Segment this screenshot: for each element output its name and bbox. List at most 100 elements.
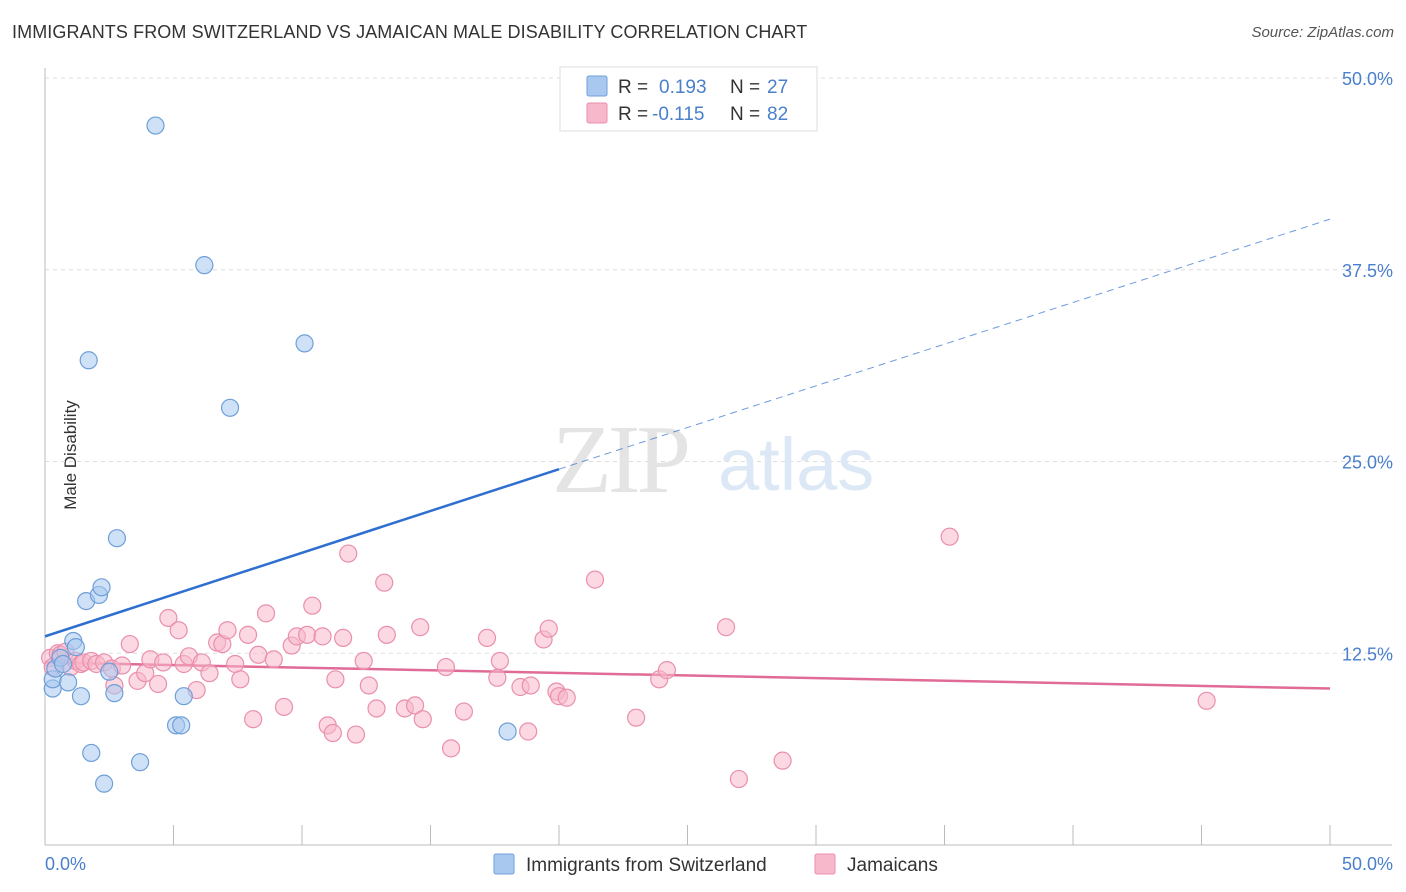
watermark-atlas: atlas [718, 423, 874, 506]
point-switzerland [95, 774, 114, 793]
point-jamaicans [521, 676, 540, 695]
point-jamaicans [454, 702, 474, 721]
y-tick-label: 37.5% [1342, 261, 1393, 281]
legend-n-label: N = [730, 104, 760, 125]
point-jamaicans [488, 668, 507, 687]
trend-line-switzerland-projection [558, 218, 1331, 470]
chart-title: IMMIGRANTS FROM SWITZERLAND VS JAMAICAN … [12, 22, 808, 42]
point-jamaicans [238, 625, 258, 644]
point-switzerland [295, 334, 314, 353]
point-jamaicans [148, 674, 168, 694]
point-jamaicans [585, 570, 605, 589]
point-jamaicans [339, 544, 358, 563]
legend-r-value: 0.193 [659, 77, 707, 98]
watermark-zip: ZIP [552, 406, 687, 514]
point-jamaicans [313, 627, 332, 646]
tick-labels: 12.5% 25.0% 37.5% 50.0% 0.0% 50.0% [45, 69, 1393, 874]
grid-lines [45, 77, 1392, 654]
point-switzerland [92, 578, 111, 597]
point-switzerland [107, 529, 127, 548]
bottom-legend: Immigrants from Switzerland Jamaicans [493, 853, 938, 876]
y-tick-label: 25.0% [1342, 453, 1393, 473]
point-jamaicans [773, 751, 792, 770]
x-tick-label: 50.0% [1342, 854, 1393, 874]
point-jamaicans [244, 710, 263, 729]
point-jamaicans [334, 628, 353, 648]
point-jamaicans [377, 625, 396, 644]
x-tick-label: 0.0% [45, 854, 86, 874]
legend-swatch-blue [586, 75, 608, 97]
point-jamaicans [441, 739, 461, 758]
point-switzerland [195, 256, 214, 275]
point-jamaicans [657, 661, 677, 680]
legend-swatch-pink [586, 102, 608, 124]
trend-lines [44, 218, 1331, 690]
point-jamaicans [154, 653, 173, 672]
point-switzerland [82, 743, 101, 763]
point-switzerland [71, 687, 91, 706]
point-jamaicans [940, 527, 959, 546]
point-jamaicans [274, 697, 294, 717]
point-jamaicans [729, 769, 749, 789]
point-jamaicans [436, 657, 456, 677]
bottom-legend-swatch-pink [814, 853, 836, 875]
point-jamaicans [298, 625, 317, 644]
legend-r-value: -0.115 [652, 104, 704, 125]
legend-n-value: 82 [767, 104, 788, 125]
bottom-legend-label-switzerland: Immigrants from Switzerland [526, 855, 767, 876]
point-jamaicans [326, 670, 345, 689]
point-switzerland [53, 654, 73, 674]
y-tick-label: 50.0% [1342, 69, 1393, 89]
legend-n-label: N = [730, 77, 760, 98]
point-switzerland [172, 716, 191, 735]
point-switzerland [220, 398, 240, 417]
point-jamaicans [346, 725, 366, 744]
point-jamaicans [539, 619, 558, 638]
point-switzerland [146, 116, 165, 135]
bottom-legend-label-jamaicans: Jamaicans [847, 855, 938, 876]
point-jamaicans [490, 651, 509, 671]
point-switzerland [130, 753, 150, 772]
point-jamaicans [226, 654, 245, 674]
trend-line-jamaicans [44, 661, 1331, 690]
point-jamaicans [1197, 691, 1216, 710]
point-jamaicans [231, 670, 250, 689]
point-jamaicans [323, 723, 342, 743]
point-jamaicans [413, 710, 432, 729]
point-jamaicans [716, 618, 736, 637]
point-switzerland [498, 722, 517, 741]
data-points [41, 116, 1216, 793]
legend-n-value: 27 [767, 77, 788, 98]
watermark: ZIP atlas [552, 406, 874, 514]
point-jamaicans [159, 608, 178, 628]
point-jamaicans [354, 651, 373, 671]
point-switzerland [66, 638, 85, 657]
trend-line-switzerland [44, 467, 560, 638]
source-label: Source: ZipAtlas.com [1251, 24, 1394, 41]
point-jamaicans [256, 604, 276, 623]
point-jamaicans [359, 676, 378, 695]
legend-box: R = 0.193 N = 27 R = -0.115 N = 82 [559, 66, 818, 132]
legend-r-label: R = [618, 77, 648, 98]
point-switzerland [79, 351, 98, 370]
point-jamaicans [411, 618, 430, 637]
axes [44, 68, 1392, 846]
point-jamaicans [249, 645, 268, 664]
point-jamaicans [375, 573, 394, 592]
point-jamaicans [264, 650, 283, 669]
point-jamaicans [626, 708, 646, 727]
point-jamaicans [200, 664, 219, 683]
point-jamaicans [218, 621, 237, 640]
point-jamaicans [519, 722, 538, 741]
point-switzerland [174, 687, 193, 706]
point-switzerland [105, 684, 124, 703]
y-tick-label: 12.5% [1342, 644, 1393, 664]
point-switzerland [100, 662, 119, 681]
point-switzerland [59, 673, 78, 692]
point-jamaicans [367, 699, 386, 718]
legend-r-label: R = [618, 104, 648, 125]
bottom-legend-swatch-blue [493, 853, 515, 875]
point-jamaicans [477, 628, 497, 648]
point-jamaicans [169, 621, 188, 640]
